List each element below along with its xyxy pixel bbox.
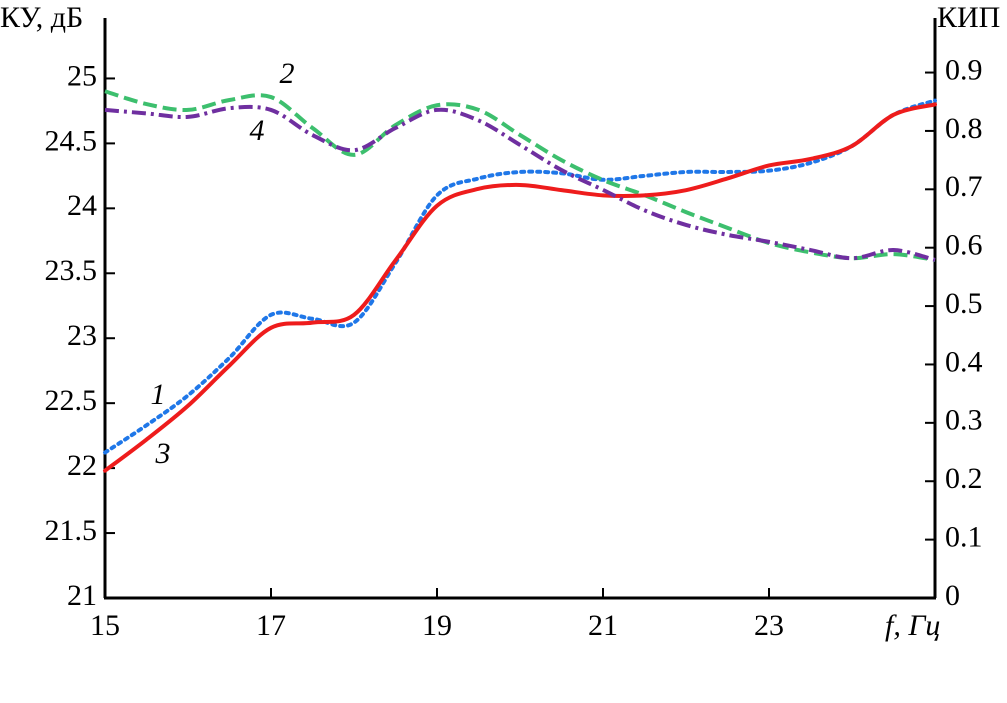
y2-tick-label: 0.3 [945, 404, 983, 437]
y-tick-label: 23 [67, 319, 97, 352]
series-label: 4 [250, 114, 265, 147]
y-tick-label: 24.5 [45, 124, 98, 157]
y2-tick-label: 0.2 [945, 462, 983, 495]
y2-tick-label: 0 [945, 579, 960, 612]
y-axis-label: КУ, дБ [0, 1, 83, 34]
y2-tick-label: 0.7 [945, 170, 983, 203]
y2-tick-label: 0.6 [945, 229, 983, 262]
y-tick-label: 23.5 [45, 254, 98, 287]
y-tick-label: 21 [67, 579, 97, 612]
y2-tick-label: 0.8 [945, 112, 983, 145]
y-tick-label: 21.5 [45, 514, 98, 547]
y2-tick-label: 0.4 [945, 345, 983, 378]
series-line [103, 98, 937, 455]
series-line [104, 89, 936, 262]
y2-tick-label: 0.1 [945, 521, 983, 554]
y2-axis-label: КИП [937, 1, 1000, 34]
series-line [104, 104, 936, 262]
y-tick-label: 24 [67, 189, 97, 222]
series-label: 3 [155, 437, 171, 470]
y2-tick-label: 0.9 [945, 53, 983, 86]
y-tick-label: 22.5 [45, 384, 98, 417]
x-tick-label: 19 [422, 609, 452, 642]
y-tick-label: 25 [67, 59, 97, 92]
series-label: 1 [151, 378, 166, 411]
series-label: 2 [280, 57, 295, 90]
y2-tick-label: 0.5 [945, 287, 983, 320]
series-line [103, 102, 937, 473]
y-tick-label: 22 [67, 449, 97, 482]
x-tick-label: 21 [588, 609, 618, 642]
x-axis-label: f, Гц [885, 609, 940, 642]
x-tick-label: 23 [754, 609, 784, 642]
x-tick-label: 17 [256, 609, 286, 642]
x-tick-label: 15 [90, 609, 120, 642]
